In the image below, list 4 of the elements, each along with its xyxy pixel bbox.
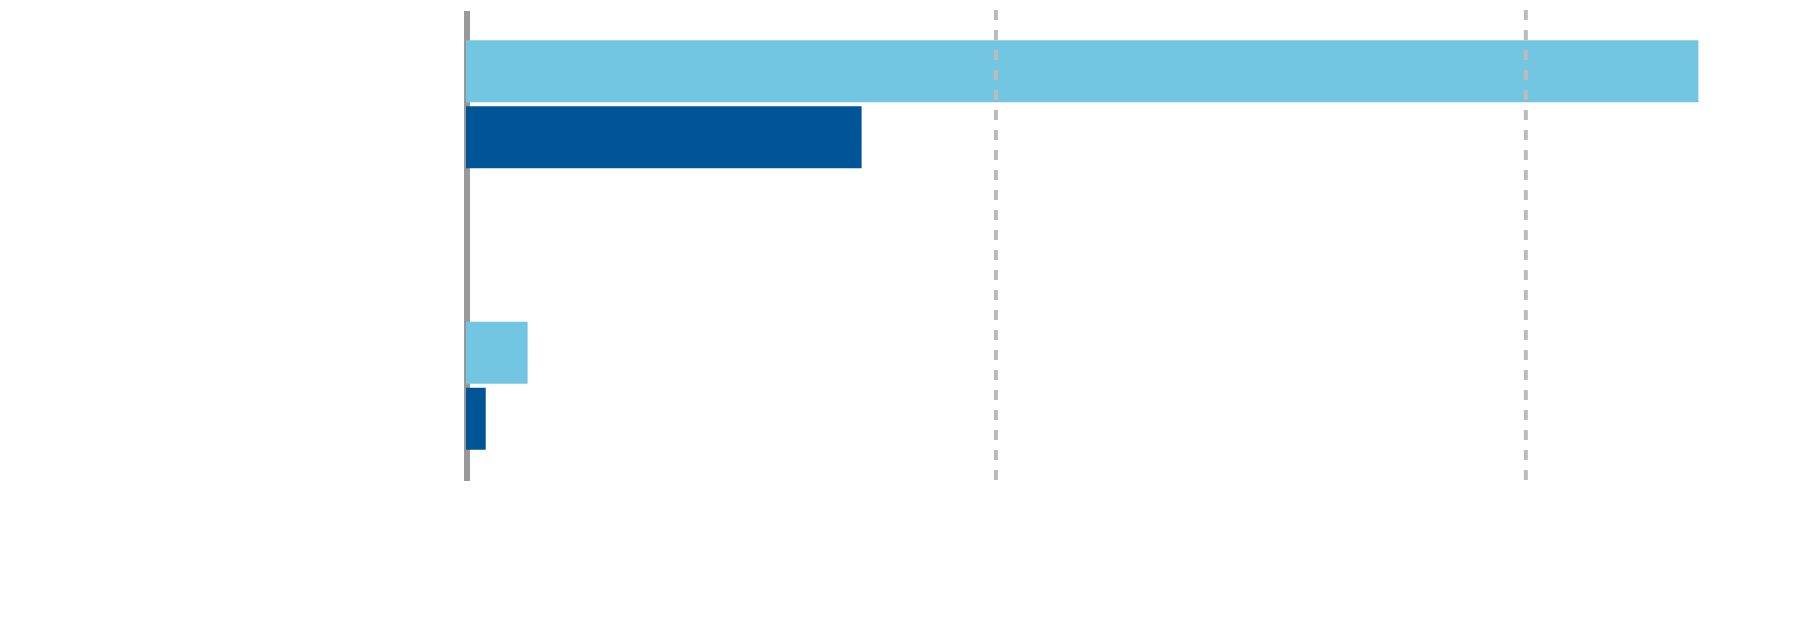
bar <box>466 40 1699 103</box>
bar <box>466 321 528 384</box>
bar <box>466 387 486 450</box>
bar <box>466 106 862 169</box>
